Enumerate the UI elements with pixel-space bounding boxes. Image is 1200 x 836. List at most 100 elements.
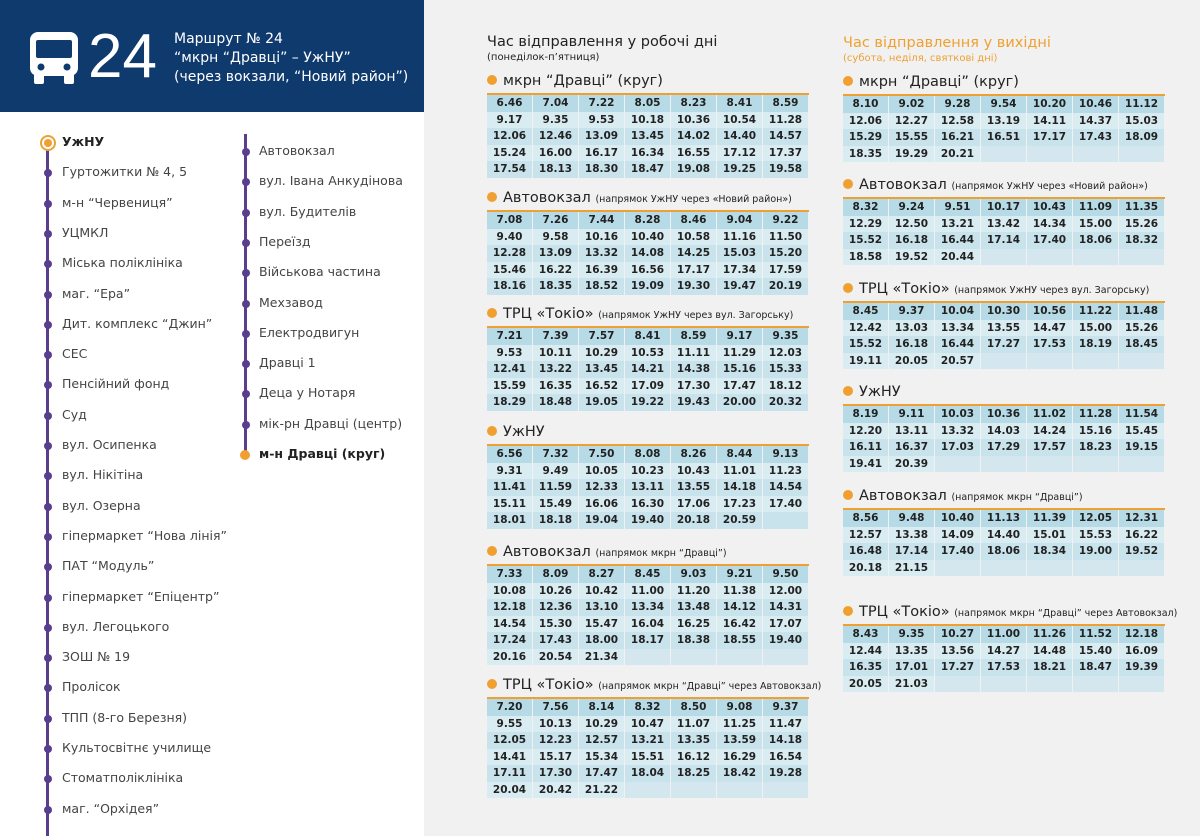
block-header: ТРЦ «Токіо» (напрямок мкрн “Дравці” чере… [843,604,1177,620]
departure-time: 17.43 [533,632,578,649]
empty-cell [1119,675,1164,692]
direction-note: (напрямок УжНУ через вул. Загорську) [598,310,794,321]
empty-cell [1027,455,1072,472]
departure-time: 18.04 [625,765,670,782]
timetable: 7.08 7.26 7.44 8.28 8.46 9.04 9.22 9.40 9.58 10.1… [487,210,809,295]
empty-cell [763,512,808,529]
timetable: 8.56 9.48 10.40 11.13 11.39 12.05 12.31 12.57 13… [843,508,1165,576]
timetable-row: 18.16 18.35 18.52 19.09 19.30 19.47 20.19 [487,278,809,295]
bullet [843,283,853,293]
stop-marker [44,502,52,511]
timetable-row: 20.05 21.03 [843,675,1165,692]
departure-time: 9.37 [763,699,808,716]
departure-time: 18.58 [843,248,888,265]
departure-time: 8.46 [671,212,716,229]
empty-cell [935,675,980,692]
stop-marker [44,714,52,723]
departure-time: 11.12 [1119,96,1164,113]
timetable: 8.32 9.24 9.51 10.17 10.43 11.09 11.35 12.29 12.… [843,197,1165,265]
timetable-row: 9.40 9.58 10.16 10.40 10.58 11.16 11.50 [487,228,809,245]
timetable-row: 12.29 12.50 13.21 13.42 14.34 15.00 15.26 [843,215,1165,232]
block-header: ТРЦ «Токіо» (напрямок мкрн “Дравці” чере… [487,677,821,693]
stop-marker [44,351,52,360]
timetable-row: 8.32 9.24 9.51 10.17 10.43 11.09 11.35 [843,199,1165,216]
timetable-row: 19.41 20.39 [843,455,1165,472]
departure-time: 9.24 [889,199,934,216]
stop-marker [44,563,52,572]
departure-time: 17.06 [671,495,716,512]
departure-time: 15.24 [487,144,532,161]
empty-cell [671,781,716,798]
departure-time: 8.44 [717,446,762,463]
departure-time: 10.26 [533,582,578,599]
departure-time: 11.23 [763,462,808,479]
departure-time: 17.03 [935,439,980,456]
departure-time: 10.46 [1073,96,1118,113]
empty-cell [1073,352,1118,369]
timetable-row: 20.18 21.15 [843,559,1165,576]
empty-cell [981,559,1026,576]
departure-time: 15.55 [889,129,934,146]
departure-time: 17.57 [1027,439,1072,456]
departure-time: 16.22 [533,261,578,278]
empty-cell [625,781,670,798]
departure-time: 12.29 [843,215,888,232]
departure-time: 11.11 [671,344,716,361]
departure-time: 16.52 [579,377,624,394]
departure-time: 17.53 [1027,336,1072,353]
route-line: (через вокзали, “Новий район”) [174,69,409,85]
departure-time: 17.30 [671,377,716,394]
departure-time: 20.39 [889,455,934,472]
departure-time: 9.35 [763,328,808,345]
departure-time: 19.40 [763,632,808,649]
departure-time: 11.25 [717,715,762,732]
departure-time: 15.53 [1073,526,1118,543]
departure-time: 20.18 [671,512,716,529]
bullet [843,490,853,500]
departure-time: 7.20 [487,699,532,716]
stop-marker [44,593,52,602]
departure-time: 13.34 [935,319,980,336]
departure-time: 12.18 [487,599,532,616]
direction-note: (напрямок мкрн “Дравці”) [595,548,727,559]
departure-time: 19.30 [671,278,716,295]
departure-time: 16.48 [843,543,888,560]
departure-time: 16.44 [935,232,980,249]
departure-time: 9.40 [487,228,532,245]
departure-time: 14.37 [1073,112,1118,129]
stop-name: УжНУ [503,424,545,440]
departure-time: 17.01 [889,659,934,676]
departure-time: 17.47 [717,377,762,394]
departure-time: 18.30 [579,161,624,178]
departure-time: 12.06 [487,128,532,145]
departure-time: 17.14 [889,543,934,560]
departure-time: 9.53 [487,344,532,361]
departure-time: 17.14 [981,232,1026,249]
departure-time: 13.35 [671,732,716,749]
departure-time: 10.05 [579,462,624,479]
timetable-row: 12.41 13.22 13.45 14.21 14.38 15.16 15.33 [487,361,809,378]
stop-name: Культосвітнє училище [62,740,212,755]
departure-time: 10.42 [579,582,624,599]
departure-time: 18.12 [763,377,808,394]
stop-name: УжНУ [62,134,105,149]
departure-time: 14.18 [717,479,762,496]
timetable: 7.33 8.09 8.27 8.45 9.03 9.21 9.50 10.08 10.26 10… [487,564,809,665]
departure-time: 16.00 [533,144,578,161]
departure-time: 12.36 [533,599,578,616]
departure-time: 21.03 [889,675,934,692]
stop-marker [242,238,250,247]
departure-time: 13.55 [981,319,1026,336]
departure-time: 20.54 [533,648,578,665]
departure-time: 15.40 [1073,642,1118,659]
stop-name: вул. Будителів [259,203,357,219]
timetable-row: 7.20 7.56 8.14 8.32 8.50 9.08 9.37 [487,699,809,716]
departure-time: 11.22 [1073,303,1118,320]
bullet [843,386,853,396]
bullet [843,606,853,616]
stop-marker [44,169,52,178]
departure-time: 8.26 [671,446,716,463]
stop-name: ПАТ “Модуль” [62,558,155,574]
stop-name: СЕС [62,346,88,362]
departure-time: 14.54 [487,615,532,632]
